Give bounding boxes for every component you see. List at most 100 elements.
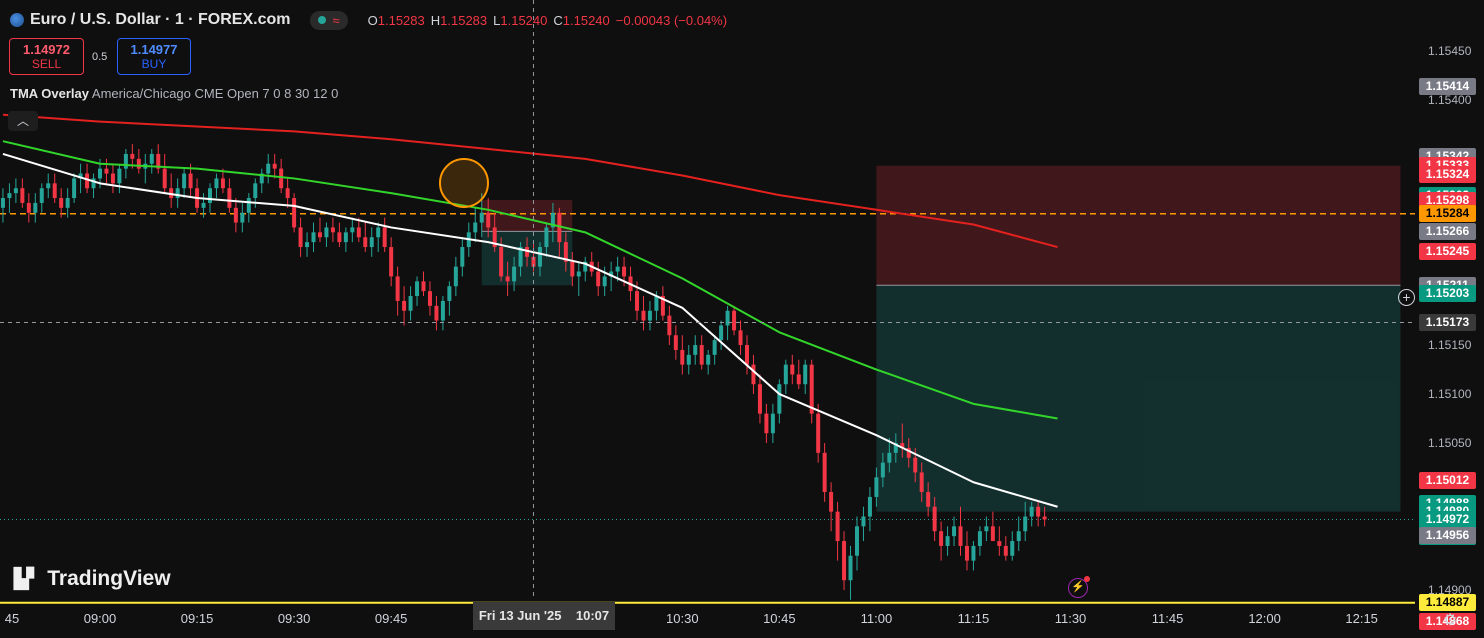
candle-body (130, 153, 135, 159)
candle (402, 286, 407, 326)
gear-icon[interactable]: ⚙ (1443, 612, 1458, 629)
candle (880, 452, 885, 488)
sell-button[interactable]: 1.14972 SELL (9, 38, 84, 75)
candle-body (453, 266, 458, 287)
buy-button[interactable]: 1.14977 BUY (117, 38, 191, 75)
symbol-title[interactable]: Euro / U.S. Dollar · 1 · FOREX.com (30, 11, 291, 28)
candle (492, 212, 497, 252)
candle-body (46, 183, 51, 189)
ohlc-values: O1.15283 H1.15283 L1.15240 C1.15240 −0.00043… (368, 13, 727, 28)
candle (945, 526, 950, 556)
candle-body (680, 349, 685, 365)
candle (376, 222, 381, 252)
candle (745, 335, 749, 375)
candle-body (531, 256, 536, 267)
candle (195, 178, 200, 213)
price-tag-value: 1.15298 (1425, 192, 1470, 207)
candle (874, 467, 879, 507)
candle-body (913, 457, 918, 473)
price-tick-label: 1.14900 (1428, 583, 1472, 598)
candle (188, 163, 193, 199)
candle (240, 202, 245, 233)
candle (932, 496, 937, 542)
time-tick-label: 09:30 (277, 611, 311, 626)
candle (615, 256, 620, 282)
candle (958, 506, 963, 556)
candle (777, 379, 782, 424)
candle-body (492, 227, 497, 248)
candle-body (712, 340, 717, 355)
ohlc-item: O1.15283 (368, 13, 425, 28)
candle-body (207, 188, 212, 203)
candle-body (104, 168, 109, 174)
collapse-legend-button[interactable]: ︿ (8, 111, 38, 131)
candle (460, 237, 465, 277)
candle-body (977, 531, 982, 546)
time-tick-label: 11:15 (957, 611, 990, 626)
candle (233, 198, 238, 233)
candle (117, 163, 122, 194)
candle-body (479, 212, 484, 223)
candle (576, 261, 581, 297)
price-tag: 1.15012 (1419, 471, 1476, 489)
candle (182, 168, 187, 199)
candle-body (499, 247, 504, 277)
candle-body (667, 315, 672, 336)
candle-body (324, 227, 329, 238)
add-alert-plus-icon[interactable]: + (1398, 289, 1415, 306)
candle (0, 188, 5, 223)
candle-body (861, 516, 866, 527)
candle-body (421, 281, 426, 292)
indicator-legend[interactable]: TMA Overlay America/Chicago CME Open 7 0… (10, 86, 338, 101)
candle (201, 193, 206, 218)
candle (91, 173, 96, 199)
candle (964, 531, 969, 571)
ohlc-key: C (553, 12, 563, 28)
candle (156, 144, 161, 174)
candle-body (72, 178, 77, 199)
candle-body (98, 168, 102, 179)
candle-body (402, 300, 407, 311)
candle-body (654, 296, 659, 311)
price-tag-value: 1.14956 (1425, 527, 1470, 542)
white-ma-line (2, 152, 1058, 508)
candle (738, 320, 743, 355)
candle (732, 305, 737, 336)
flash-alert-icon[interactable]: ⚡ (1068, 576, 1090, 598)
candle-body (783, 364, 788, 385)
price-tag-value: 1.15012 (1425, 472, 1470, 487)
candle (816, 403, 821, 463)
candle-body (706, 354, 711, 365)
price-tag-value: 1.14972 (1425, 511, 1470, 526)
candle (246, 193, 251, 223)
candle-body (227, 188, 232, 208)
candle-body (337, 232, 342, 243)
candle (783, 359, 788, 395)
time-tick-label: 11:00 (860, 611, 893, 626)
candle (990, 511, 995, 542)
candle-body (939, 531, 944, 546)
candle (52, 173, 57, 203)
ohlc-value: 1.15283 (377, 12, 425, 28)
candle-body (732, 310, 737, 331)
candle (809, 359, 814, 424)
candle (1010, 531, 1015, 561)
candle-body (330, 227, 335, 233)
price-tag: 1.15203 (1419, 284, 1476, 302)
candle (647, 300, 652, 331)
candle-body (673, 335, 678, 350)
sell-label: SELL (31, 57, 62, 71)
candle (59, 188, 64, 218)
candle-body (259, 173, 264, 184)
candle-body (408, 296, 413, 311)
candle-body (932, 506, 937, 532)
candle-body (460, 247, 465, 267)
candle-body (85, 173, 90, 189)
candle-body (52, 183, 57, 199)
candle (518, 242, 523, 277)
candle-body (822, 452, 827, 493)
candle (893, 433, 898, 463)
market-status-pill[interactable]: ≈ (310, 10, 348, 30)
candle (971, 541, 976, 571)
